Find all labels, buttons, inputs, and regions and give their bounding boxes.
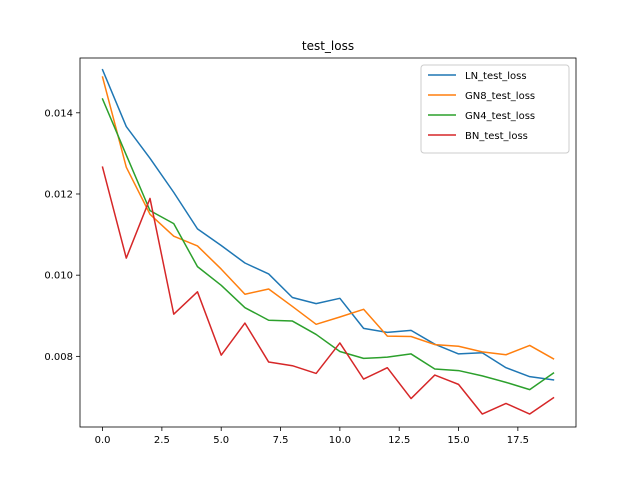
- x-tick-label: 15.0: [447, 435, 469, 446]
- legend-label: GN8_test_loss: [465, 91, 535, 102]
- series-line-ln-test-loss: [101, 68, 555, 381]
- x-tick-label: 12.5: [388, 435, 410, 446]
- legend-label: GN4_test_loss: [465, 111, 535, 122]
- legend-label: BN_test_loss: [465, 131, 528, 142]
- x-tick-label: 5.0: [213, 435, 229, 446]
- x-tick-label: 10.0: [329, 435, 351, 446]
- legend: LN_test_loss GN8_test_loss GN4_test_loss BN…: [420, 64, 570, 154]
- series-line-bn-test-loss: [101, 166, 555, 415]
- legend-label: LN_test_loss: [465, 71, 527, 82]
- x-axis: 0.0 2.5 5.0 7.5 10.0 12.5 15.0 17.5: [95, 427, 529, 446]
- axes-frame: [79, 57, 577, 428]
- y-axis: 0.008 0.010 0.012 0.014: [44, 108, 80, 363]
- chart-title: test_loss: [302, 39, 354, 53]
- series-line-gn8-test-loss: [101, 76, 555, 360]
- x-tick-label: 2.5: [154, 435, 170, 446]
- x-tick-label: 17.5: [507, 435, 529, 446]
- x-tick-label: 0.0: [95, 435, 111, 446]
- y-tick-label: 0.012: [44, 189, 73, 200]
- y-tick-label: 0.014: [44, 108, 73, 119]
- legend-box: [420, 64, 570, 154]
- series-line-gn4-test-loss: [101, 98, 555, 391]
- y-tick-label: 0.008: [44, 352, 73, 363]
- x-tick-label: 7.5: [273, 435, 289, 446]
- y-tick-label: 0.010: [44, 271, 73, 282]
- series-layer: [101, 68, 555, 415]
